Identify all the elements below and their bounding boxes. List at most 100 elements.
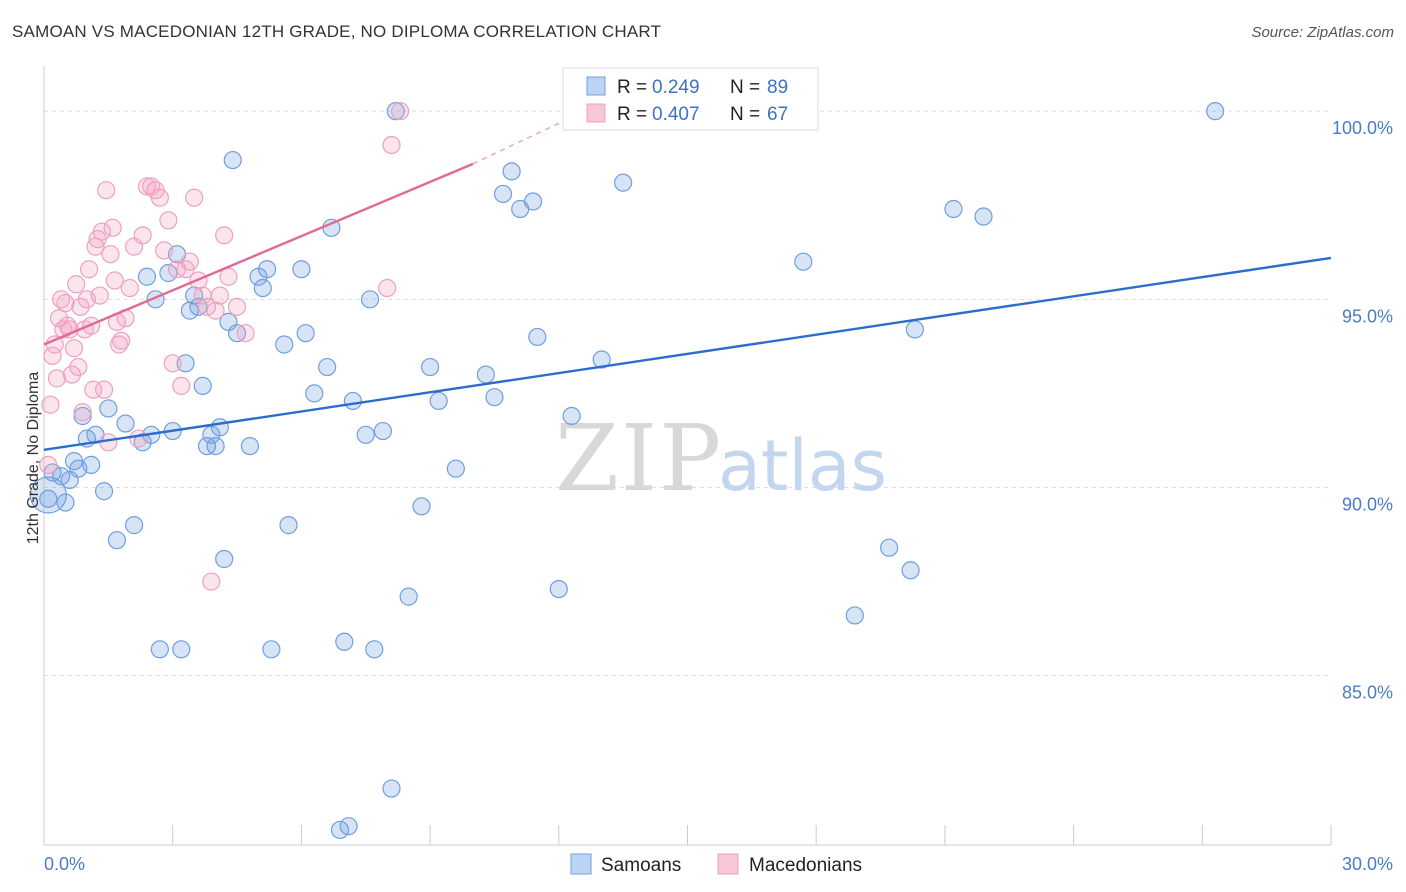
macedonians-point-31 — [105, 271, 124, 290]
macedonians-point-24 — [90, 286, 109, 305]
macedonians-point-14 — [69, 357, 88, 377]
samoans-point-13 — [107, 531, 127, 550]
samoans-point-46 — [296, 324, 315, 343]
chart-source: Source: ZipAtlas.com — [1251, 24, 1394, 41]
samoans-point-79 — [880, 538, 899, 557]
macedonians-point-59 — [219, 267, 238, 286]
macedonians-point-61 — [236, 324, 255, 343]
samoans-point-56 — [365, 640, 384, 659]
samoans-point-38 — [240, 436, 260, 456]
macedonians-point-21 — [84, 380, 103, 399]
y-tick-labels: 100.0% 95.0% 90.0% 85.0% — [1332, 118, 1393, 702]
samoans-point-77 — [794, 252, 813, 271]
samoans-point-48 — [318, 357, 337, 377]
samoans-point-84 — [1206, 102, 1225, 121]
legend-bottom-macedonians: Macedonians — [749, 855, 862, 876]
samoans-point-83 — [974, 207, 993, 226]
samoans-point-44 — [279, 516, 298, 535]
macedonians-point-19 — [79, 260, 99, 279]
samoans-point-36 — [223, 150, 242, 170]
macedonians-point-56 — [206, 301, 225, 320]
samoans-point-73 — [562, 406, 581, 426]
macedonians-point-12 — [64, 339, 84, 358]
macedonians-point-48 — [172, 376, 191, 395]
macedonians-point-2 — [43, 346, 62, 365]
legend-bottom-swatch-macedonians — [717, 853, 739, 875]
y-tick-label-2: 90.0% — [1342, 494, 1393, 514]
samoans-point-78 — [845, 606, 864, 625]
watermark-zip: ZIP — [555, 405, 723, 512]
legend-bottom-samoans: Samoans — [601, 855, 681, 876]
macedonians-point-43 — [150, 188, 169, 207]
samoans-point-52 — [339, 817, 358, 836]
samoans-point-32 — [206, 436, 225, 456]
macedonians-point-60 — [227, 297, 247, 316]
legend-n-value-macedonians: 67 — [767, 104, 788, 125]
macedonians-point-26 — [94, 380, 114, 399]
macedonians-point-57 — [210, 286, 229, 305]
macedonians-trend-line — [43, 162, 474, 346]
samoans-point-66 — [485, 388, 504, 407]
samoans-point-11 — [94, 482, 114, 501]
macedonians-point-4 — [47, 369, 66, 388]
samoans-point-41 — [257, 260, 277, 279]
x-tick-label-0: 0.0% — [44, 854, 85, 874]
samoans-point-large — [29, 476, 67, 514]
samoans-point-20 — [150, 640, 169, 659]
legend-top: R = 0.249 N = 89 R = 0.407 N = 67 — [562, 67, 819, 131]
macedonians-point-30 — [103, 218, 122, 237]
samoans-point-9 — [82, 455, 101, 475]
samoans-point-55 — [360, 290, 380, 309]
macedonians-point-62 — [378, 278, 397, 298]
samoans-point-42 — [262, 640, 281, 659]
macedonians-point-58 — [215, 226, 234, 245]
legend-swatch-macedonians — [586, 103, 606, 123]
samoans-point-62 — [421, 357, 440, 377]
legend-r-value-macedonians: 0.407 — [652, 104, 700, 125]
samoans-point-0 — [39, 489, 58, 508]
samoans-point-25 — [176, 354, 195, 373]
samoans-point-29 — [193, 376, 212, 395]
samoans-point-68 — [502, 162, 521, 181]
legend-r-value-samoans: 0.249 — [652, 77, 700, 98]
macedonians-point-38 — [129, 429, 148, 448]
y-tick-label-1: 95.0% — [1342, 306, 1393, 326]
macedonians-point-13 — [67, 275, 86, 294]
legend-bottom: Samoans Macedonians — [570, 853, 862, 876]
samoans-point-61 — [412, 497, 431, 516]
macedonians-point-15 — [71, 297, 90, 316]
macedonians-point-29 — [101, 245, 120, 264]
samoans-point-15 — [124, 516, 144, 535]
macedonians-point-0 — [39, 455, 58, 475]
macedonians-point-50 — [180, 252, 199, 271]
macedonians-point-22 — [86, 237, 105, 256]
macedonians-point-25 — [92, 222, 112, 241]
samoans-point-60 — [399, 587, 418, 606]
samoans-point-82 — [944, 199, 963, 219]
samoans-point-17 — [137, 267, 157, 286]
samoans-point-63 — [429, 391, 448, 411]
macedonians-point-64 — [390, 102, 410, 121]
samoans-point-40 — [253, 278, 272, 298]
legend-r-label-macedonians: R = — [617, 104, 647, 125]
samoans-point-75 — [614, 173, 633, 192]
macedonians-point-8 — [56, 293, 75, 313]
macedonians-point-16 — [73, 403, 92, 422]
samoans-point-21 — [159, 263, 178, 283]
macedonians-point-11 — [62, 365, 81, 384]
samoans-point-59 — [386, 102, 405, 121]
legend-bottom-swatch-samoans — [570, 853, 592, 875]
macedonians-point-34 — [112, 331, 131, 350]
x-tick-label-1: 30.0% — [1342, 854, 1393, 874]
samoans-point-71 — [528, 327, 547, 347]
y-axis-label: 12th Grade, No Diploma — [25, 372, 42, 545]
macedonians-point-44 — [155, 241, 174, 260]
macedonians-point-39 — [133, 226, 152, 245]
samoans-point-33 — [210, 418, 229, 437]
samoans-point-2 — [52, 467, 71, 486]
chart-title: SAMOAN VS MACEDONIAN 12TH GRADE, NO DIPL… — [12, 22, 662, 41]
macedonians-point-51 — [185, 188, 204, 207]
samoans-point-80 — [901, 561, 920, 580]
legend-n-label-macedonians: N = — [730, 104, 760, 125]
